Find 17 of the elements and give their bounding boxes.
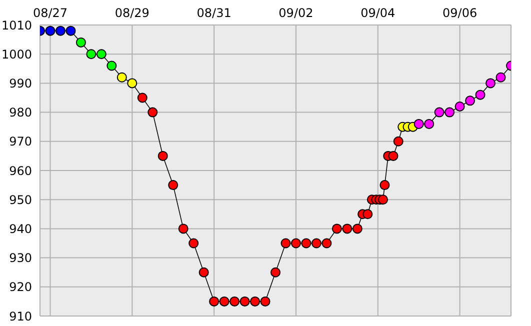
y-tick-label: 1010 bbox=[1, 18, 32, 32]
y-tick-label: 930 bbox=[9, 251, 32, 266]
y-tick-label: 980 bbox=[9, 106, 32, 120]
x-tick-label: 09/02 bbox=[278, 6, 314, 20]
y-tick-label: 970 bbox=[9, 134, 32, 149]
y-tick-label: 960 bbox=[9, 164, 32, 178]
x-tick-label: 08/29 bbox=[114, 6, 150, 20]
y-tick-label: 920 bbox=[9, 280, 32, 294]
x-tick-label: 09/06 bbox=[442, 6, 478, 20]
x-tick-label: 08/31 bbox=[196, 6, 232, 20]
y-tick-label: 1000 bbox=[1, 47, 32, 62]
y-tick-label: 910 bbox=[9, 309, 32, 324]
y-tick-label: 990 bbox=[9, 76, 32, 90]
x-tick-label: 09/04 bbox=[360, 6, 396, 20]
y-tick-label: 950 bbox=[9, 192, 32, 207]
x-tick-label: 08/27 bbox=[32, 6, 68, 20]
y-tick-label: 940 bbox=[9, 222, 32, 236]
